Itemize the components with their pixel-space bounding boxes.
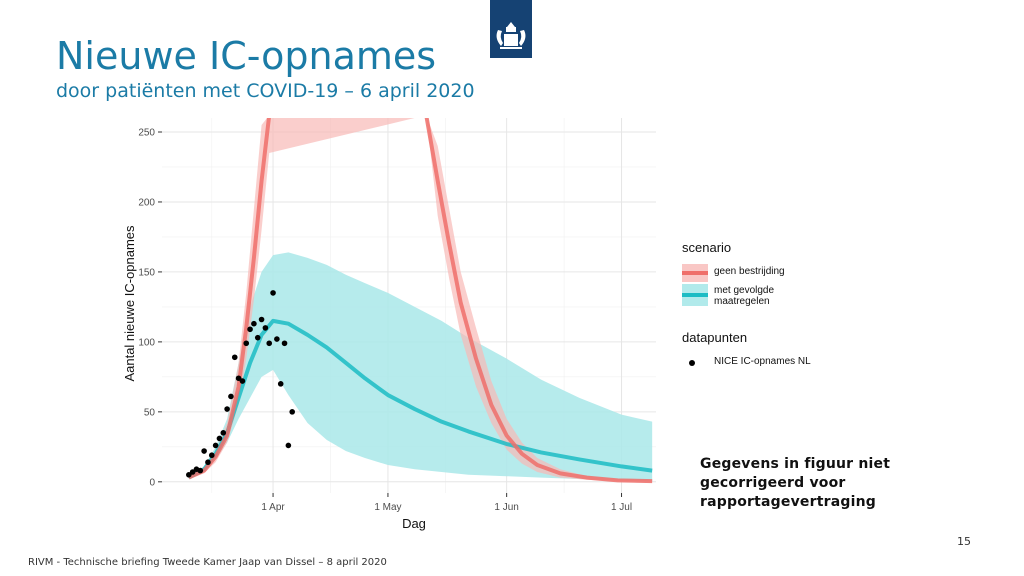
data-point bbox=[220, 430, 227, 436]
data-point bbox=[201, 448, 207, 454]
legend-label: geen bestrijding bbox=[714, 266, 785, 277]
legend-label: NICE IC-opnames NL bbox=[714, 356, 811, 367]
legend-title: datapunten bbox=[682, 330, 747, 345]
data-point bbox=[235, 375, 242, 382]
note-line-1: Gegevens in figuur niet bbox=[700, 456, 891, 472]
x-tick-label: 1 Jun bbox=[494, 502, 518, 513]
footer-text: RIVM - Technische briefing Tweede Kamer … bbox=[28, 557, 387, 568]
data-point bbox=[262, 325, 269, 331]
plot-layer bbox=[186, 118, 653, 484]
rijksoverheid-logo bbox=[490, 0, 532, 58]
y-tick-label: 250 bbox=[138, 127, 155, 138]
legend-key-points bbox=[689, 360, 695, 366]
chart-note: Gegevens in figuur niet gecorrigeerd voo… bbox=[700, 455, 890, 512]
y-tick-label: 50 bbox=[144, 407, 156, 418]
data-point bbox=[186, 472, 192, 478]
x-tick-label: 1 May bbox=[374, 502, 401, 513]
legend-title: scenario bbox=[682, 240, 731, 255]
data-point bbox=[277, 381, 284, 387]
x-axis-label: Dag bbox=[402, 516, 426, 531]
data-point bbox=[231, 354, 238, 361]
note-line-2: gecorrigeerd voor bbox=[700, 475, 846, 491]
data-point bbox=[289, 409, 296, 415]
legend-label: maatregelen bbox=[714, 296, 770, 307]
slide-title: Nieuwe IC-opnames bbox=[56, 34, 437, 78]
y-tick-label: 150 bbox=[138, 267, 155, 278]
data-point bbox=[266, 340, 273, 347]
data-point bbox=[216, 435, 223, 442]
data-point bbox=[285, 442, 292, 449]
y-tick-label: 200 bbox=[138, 197, 155, 208]
data-point bbox=[205, 459, 211, 466]
data-point bbox=[224, 406, 230, 412]
data-point bbox=[189, 469, 196, 475]
data-point bbox=[251, 320, 257, 327]
data-point bbox=[254, 334, 261, 341]
data-point bbox=[270, 290, 276, 296]
x-tick-label: 1 Apr bbox=[261, 502, 285, 513]
data-point bbox=[281, 340, 288, 347]
data-point bbox=[258, 316, 265, 323]
band-met-gevolgde-maatregelen bbox=[188, 252, 653, 482]
y-tick-label: 100 bbox=[138, 337, 155, 348]
data-point bbox=[274, 336, 280, 342]
coat-of-arms-icon bbox=[496, 22, 526, 49]
note-line-3: rapportagevertraging bbox=[700, 494, 876, 510]
data-point bbox=[247, 326, 253, 333]
data-point bbox=[208, 452, 215, 459]
data-point bbox=[197, 467, 204, 474]
data-point bbox=[228, 393, 234, 400]
data-point bbox=[243, 340, 250, 347]
x-tick-label: 1 Jul bbox=[611, 502, 632, 513]
slide-subtitle: door patiënten met COVID-19 – 6 april 20… bbox=[56, 80, 475, 102]
y-tick-label: 0 bbox=[149, 477, 155, 488]
line-geen-bestrijding bbox=[187, 118, 653, 484]
y-axis-label: Aantal nieuwe IC-opnames bbox=[122, 225, 137, 382]
legend-label: met gevolgde bbox=[714, 285, 774, 296]
data-point bbox=[212, 442, 219, 449]
data-point bbox=[239, 378, 246, 384]
page-number: 15 bbox=[957, 535, 971, 548]
